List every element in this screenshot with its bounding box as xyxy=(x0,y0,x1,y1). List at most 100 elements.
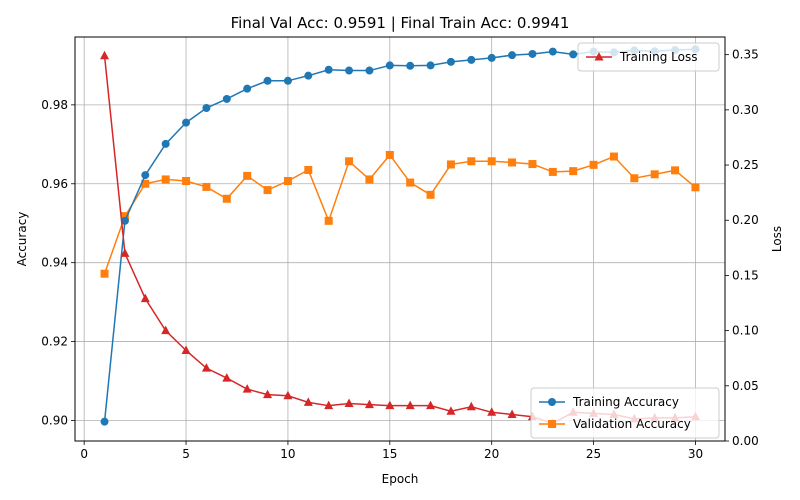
training-loss-point xyxy=(303,397,313,406)
training-loss-point xyxy=(181,345,191,354)
legend-marker-validation-accuracy xyxy=(548,420,556,428)
training-loss-line xyxy=(103,55,696,425)
training-accuracy-point xyxy=(508,51,517,60)
x-axis-label: Epoch xyxy=(382,472,419,486)
y-tick-label-right: 0.20 xyxy=(732,213,759,227)
x-tick-label: 5 xyxy=(182,447,190,461)
training-accuracy-point xyxy=(528,49,537,58)
training-accuracy-point xyxy=(263,76,272,85)
series-layer xyxy=(100,45,700,427)
x-tick-label: 20 xyxy=(484,447,499,461)
validation-accuracy-point xyxy=(100,269,109,278)
training-accuracy-point xyxy=(243,84,252,93)
training-loss-point xyxy=(120,248,130,257)
validation-accuracy-point xyxy=(548,167,557,176)
validation-accuracy-point xyxy=(304,165,313,174)
training-loss-point xyxy=(100,50,110,60)
y-tick-label-left: 0.96 xyxy=(41,177,68,191)
x-tick-label: 10 xyxy=(280,447,295,461)
y-tick-label-right: 0.10 xyxy=(732,324,759,338)
training-accuracy-point xyxy=(182,118,191,127)
validation-accuracy-point xyxy=(589,160,598,169)
training-accuracy-point xyxy=(100,417,109,426)
training-accuracy-point xyxy=(304,71,313,80)
training-accuracy-point xyxy=(426,61,435,70)
y-tick-label-right: 0.35 xyxy=(732,48,759,62)
validation-accuracy-point xyxy=(120,212,129,221)
validation-accuracy-point xyxy=(385,150,394,159)
training-loss-point xyxy=(263,389,273,399)
training-accuracy-point xyxy=(569,50,578,59)
legend-loss: Training Loss xyxy=(577,42,720,72)
validation-accuracy-point xyxy=(161,175,170,184)
y-axis-right: 0.00 0.05 0.10 0.15 0.20 0.25 0.30 0.35 xyxy=(725,48,759,448)
y-tick-label-left: 0.90 xyxy=(41,413,68,427)
training-loss-point xyxy=(466,401,476,411)
training-accuracy-point xyxy=(202,104,211,113)
x-tick-label: 0 xyxy=(80,447,88,461)
validation-accuracy-point xyxy=(141,179,150,188)
training-loss-point xyxy=(283,390,293,400)
validation-accuracy-point xyxy=(650,170,659,179)
y-axis-label-left: Accuracy xyxy=(15,212,29,267)
series-training-loss xyxy=(100,50,700,427)
training-loss-point xyxy=(405,400,415,410)
training-accuracy-point xyxy=(324,65,333,74)
validation-accuracy-point xyxy=(283,177,292,186)
training-accuracy-point xyxy=(487,53,496,62)
series-training-accuracy xyxy=(100,45,700,426)
training-loss-point xyxy=(426,400,436,410)
training-accuracy-point xyxy=(548,47,557,56)
legend-marker-training-loss xyxy=(594,52,604,61)
training-loss-point xyxy=(364,399,374,409)
validation-accuracy-point xyxy=(182,177,191,186)
training-loss-point xyxy=(242,384,252,393)
x-axis: 0 5 10 15 20 25 30 xyxy=(80,441,703,461)
validation-accuracy-point xyxy=(222,194,231,203)
x-tick-label: 15 xyxy=(382,447,397,461)
validation-accuracy-point xyxy=(528,160,537,169)
validation-accuracy-point xyxy=(243,171,252,180)
x-tick-label: 30 xyxy=(688,447,703,461)
legend-marker-training-accuracy xyxy=(548,398,556,406)
training-loss-point xyxy=(324,400,334,410)
training-loss-point xyxy=(507,409,517,419)
validation-accuracy-point xyxy=(487,157,496,166)
y-tick-label-right: 0.05 xyxy=(732,379,759,393)
validation-accuracy-point xyxy=(691,183,700,192)
legend-accuracy: Training Accuracy Validation Accuracy xyxy=(530,387,720,439)
training-accuracy-point xyxy=(161,139,170,148)
training-accuracy-point xyxy=(467,55,476,64)
y-tick-label-left: 0.94 xyxy=(41,256,68,270)
validation-accuracy-point xyxy=(630,174,639,183)
grid xyxy=(75,37,725,441)
y-tick-label-left: 0.92 xyxy=(41,335,68,349)
validation-accuracy-point xyxy=(365,175,374,184)
training-loss-point xyxy=(222,373,232,382)
legend-box xyxy=(577,42,720,72)
y-tick-label-right: 0.25 xyxy=(732,158,759,172)
validation-accuracy-point xyxy=(426,190,435,199)
training-accuracy-point xyxy=(406,61,415,70)
chart-title: Final Val Acc: 0.9591 | Final Train Acc:… xyxy=(231,14,570,32)
training-loss-point xyxy=(487,407,497,416)
y-axis-label-right: Loss xyxy=(770,226,784,252)
validation-accuracy-point xyxy=(446,160,455,169)
x-tick-label: 25 xyxy=(586,447,601,461)
validation-accuracy-point xyxy=(345,157,354,166)
training-loss-point xyxy=(446,406,456,415)
legend-label-validation-accuracy: Validation Accuracy xyxy=(573,417,691,431)
validation-accuracy-point xyxy=(202,182,211,191)
training-accuracy-point xyxy=(222,94,231,103)
training-accuracy-point xyxy=(283,76,292,85)
training-loss-point xyxy=(344,398,354,407)
legend-label-training-accuracy: Training Accuracy xyxy=(572,395,679,409)
plot-frame xyxy=(74,36,726,442)
y-axis-left: 0.90 0.92 0.94 0.96 0.98 xyxy=(41,98,75,427)
validation-accuracy-point xyxy=(467,157,476,166)
training-accuracy-point xyxy=(141,171,150,180)
y-tick-label-right: 0.15 xyxy=(732,268,759,282)
validation-accuracy-line xyxy=(103,153,696,274)
validation-accuracy-point xyxy=(406,178,415,187)
